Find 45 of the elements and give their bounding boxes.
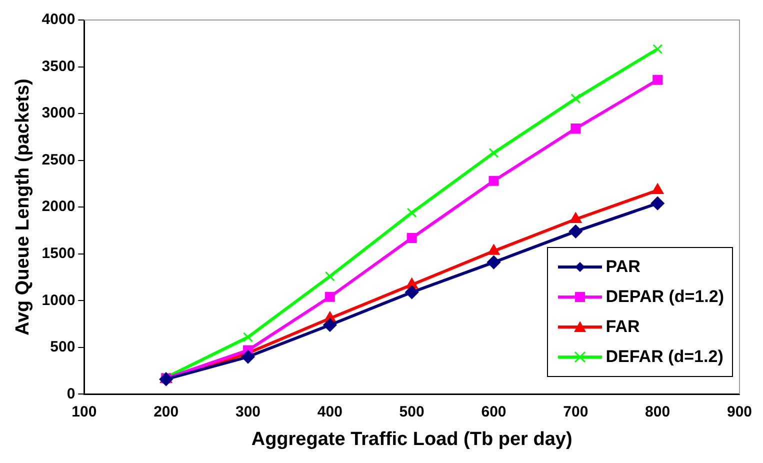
point: [241, 350, 255, 364]
legend-label: DEPAR (d=1.2): [606, 287, 724, 307]
point: [159, 372, 173, 386]
point: [570, 94, 581, 104]
point: [650, 196, 664, 210]
point: [243, 332, 253, 342]
y-tick-label: 2500: [42, 151, 76, 168]
point: [405, 285, 419, 299]
legend-label: PAR: [606, 257, 640, 277]
point: [652, 74, 663, 85]
x-axis-title: Aggregate Traffic Load (Tb per day): [251, 428, 572, 450]
y-tick-label: 1500: [42, 245, 76, 262]
x-tick-label: 900: [726, 403, 752, 420]
y-tick-label: 0: [66, 385, 76, 402]
point: [488, 244, 500, 255]
point: [324, 271, 335, 282]
point: [406, 208, 417, 218]
point: [488, 148, 499, 158]
y-axis-title: Avg Queue Length (packets): [12, 78, 34, 336]
x-tick-label: 800: [645, 403, 670, 420]
x-tick-label: 200: [154, 403, 179, 420]
x-tick-label: 300: [235, 403, 261, 420]
y-tick-label: 3000: [42, 104, 76, 122]
legend-label: FAR: [606, 317, 640, 337]
y-tick-label: 3500: [42, 58, 76, 75]
point: [323, 318, 337, 332]
x-tick-label: 700: [563, 403, 588, 420]
x-tick-label: 500: [399, 403, 424, 420]
y-tick-label: 4000: [42, 11, 76, 28]
y-tick-label: 500: [50, 338, 76, 356]
point: [570, 124, 581, 134]
y-tick-label: 1000: [42, 292, 76, 309]
x-tick-label: 100: [72, 403, 97, 420]
point: [652, 44, 663, 54]
y-tick-label: 2000: [42, 198, 76, 216]
point: [568, 224, 582, 238]
point: [652, 184, 664, 194]
legend-label: DEFAR (d=1.2): [606, 347, 724, 367]
point: [486, 256, 500, 270]
x-tick-label: 400: [317, 403, 342, 420]
point: [324, 292, 335, 302]
point: [570, 212, 582, 224]
point: [488, 176, 499, 186]
x-tick-label: 600: [481, 403, 506, 420]
point: [406, 232, 417, 243]
